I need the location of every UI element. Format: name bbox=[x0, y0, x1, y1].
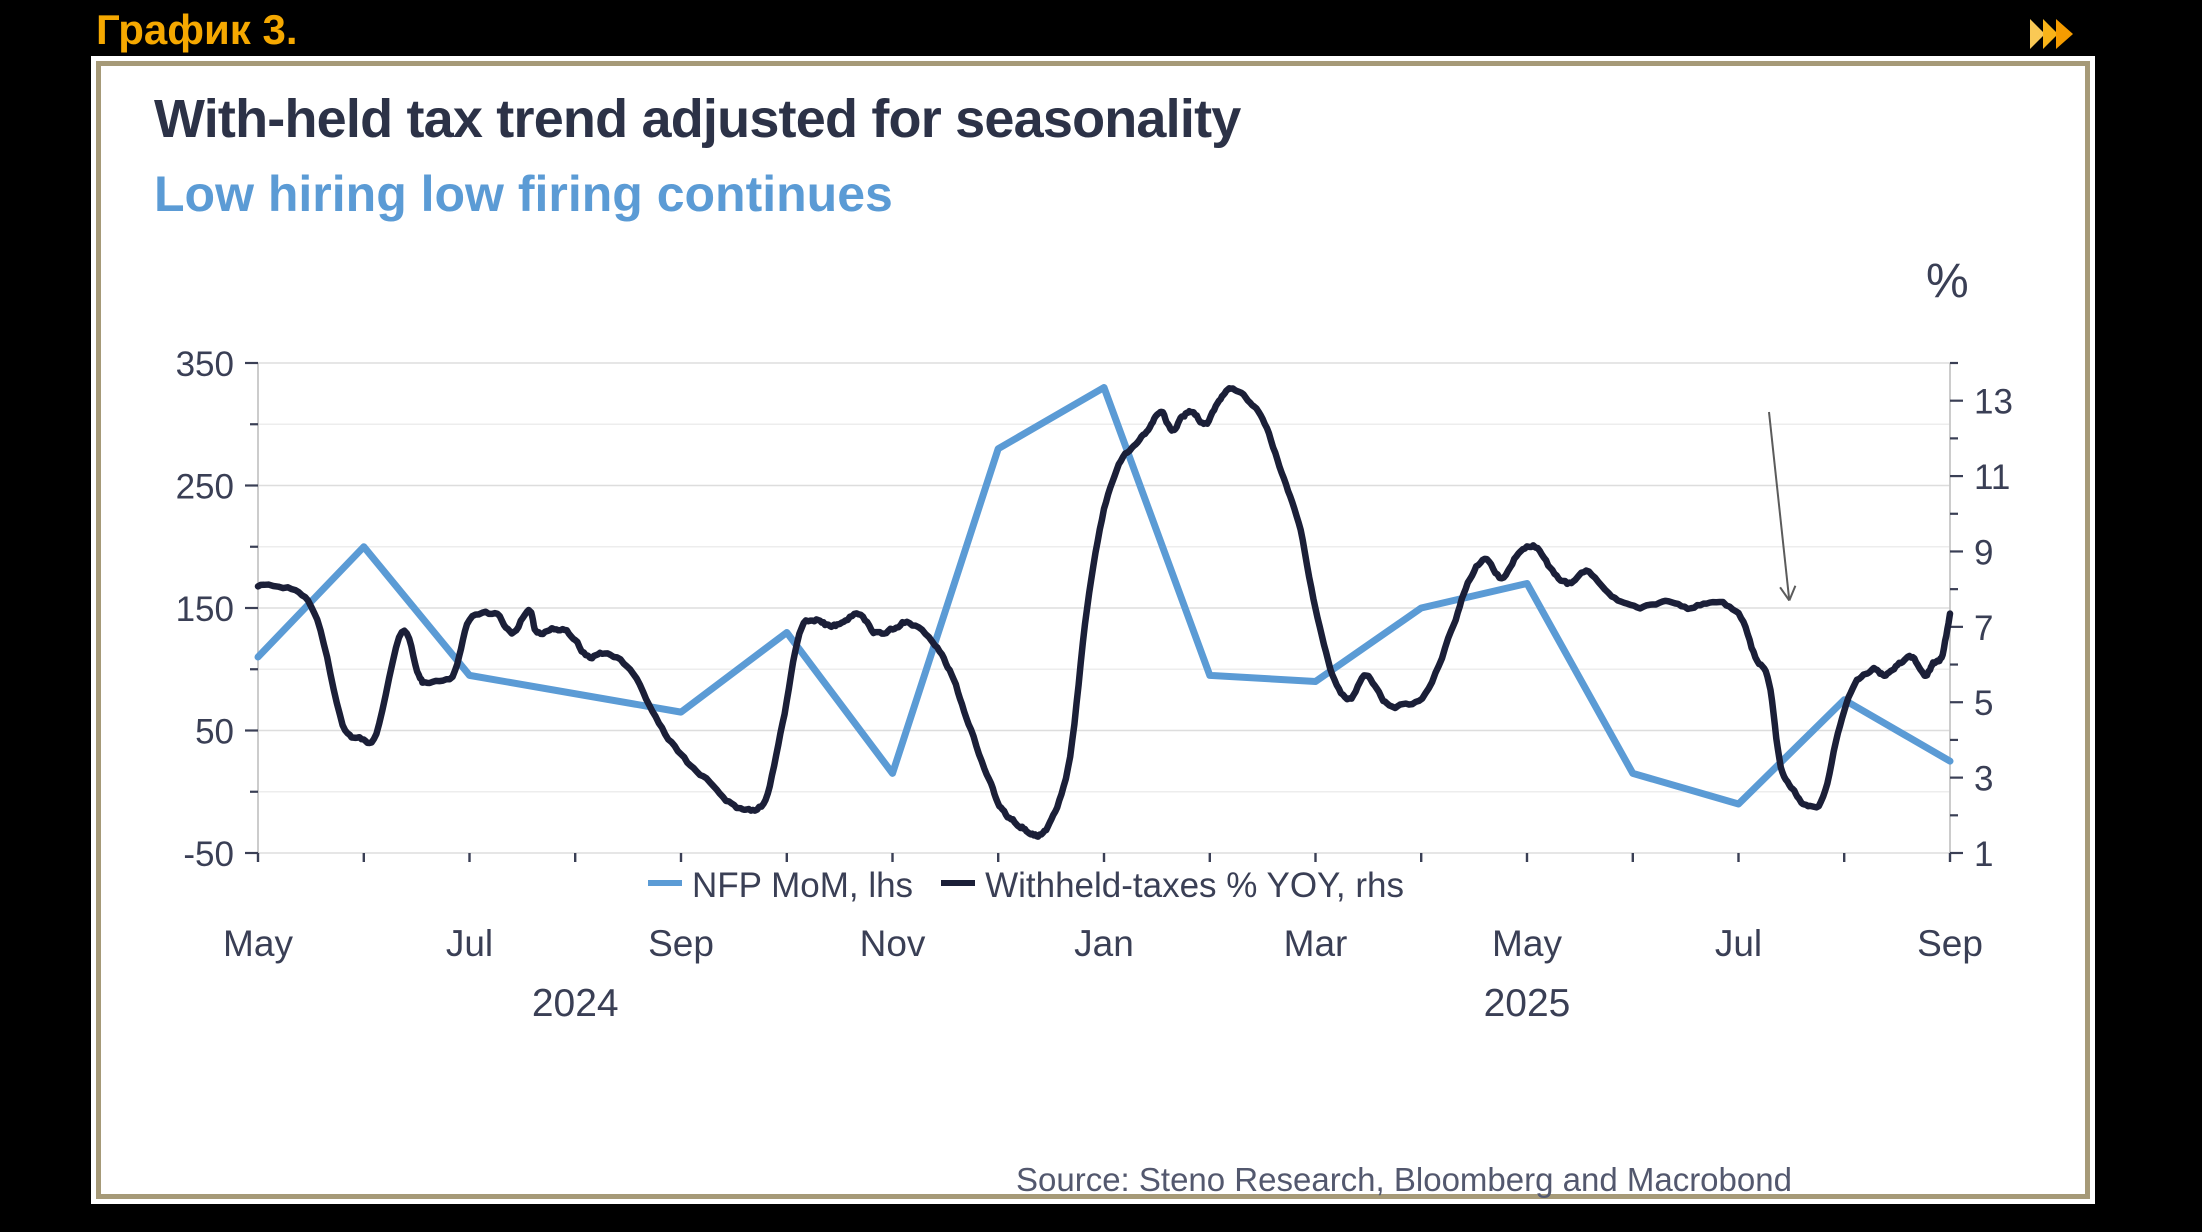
svg-text:11: 11 bbox=[1974, 458, 2010, 497]
svg-text:5: 5 bbox=[1974, 684, 1993, 723]
svg-text:250: 250 bbox=[176, 468, 234, 507]
svg-text:2025: 2025 bbox=[1484, 982, 1571, 1025]
svg-text:May: May bbox=[223, 923, 293, 964]
svg-text:3: 3 bbox=[1974, 760, 1993, 799]
svg-text:2024: 2024 bbox=[532, 982, 619, 1025]
svg-text:Mar: Mar bbox=[1284, 923, 1348, 964]
svg-text:50: 50 bbox=[195, 713, 234, 752]
svg-text:Jul: Jul bbox=[1715, 923, 1762, 964]
svg-text:Jan: Jan bbox=[1074, 923, 1134, 964]
svg-text:350: 350 bbox=[176, 345, 234, 384]
svg-text:-50: -50 bbox=[183, 835, 234, 874]
svg-text:Sep: Sep bbox=[1917, 923, 1983, 964]
svg-text:1: 1 bbox=[1974, 835, 1993, 874]
svg-text:150: 150 bbox=[176, 590, 234, 629]
svg-text:May: May bbox=[1492, 923, 1562, 964]
svg-text:9: 9 bbox=[1974, 533, 1993, 572]
svg-text:13: 13 bbox=[1974, 383, 2013, 422]
svg-text:7: 7 bbox=[1974, 609, 1993, 648]
svg-text:Jul: Jul bbox=[446, 923, 493, 964]
svg-text:Sep: Sep bbox=[648, 923, 714, 964]
svg-text:Nov: Nov bbox=[860, 923, 926, 964]
